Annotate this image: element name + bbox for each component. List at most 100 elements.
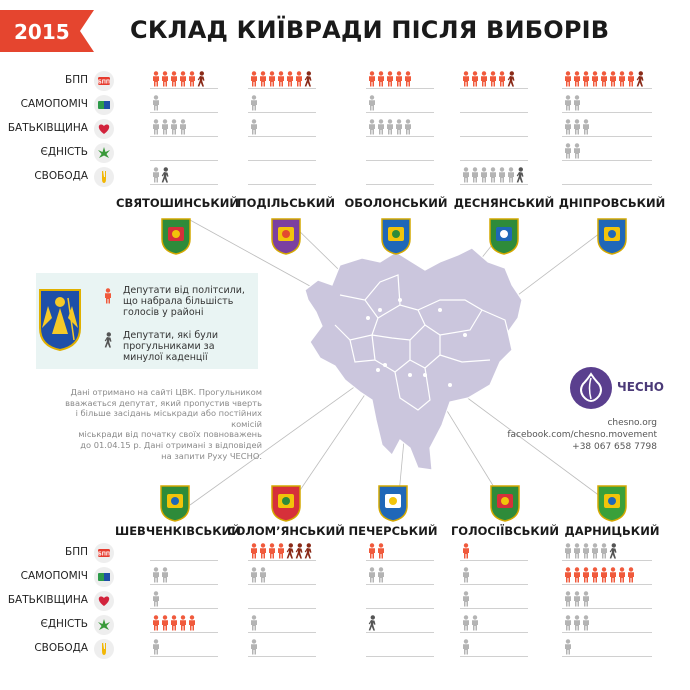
- party-row-0: БПП БПП: [0, 543, 120, 563]
- party-row-1: САМОПОМІЧ: [0, 567, 120, 587]
- deputy-figure-icon: [259, 71, 267, 87]
- deputy-figure-icon: [277, 543, 285, 559]
- row-divider: [150, 88, 218, 89]
- truant-deputy-figure-icon: [286, 543, 294, 559]
- district-name: ГОЛОСІЇВСЬКИЙ: [450, 524, 560, 538]
- row-divider: [150, 112, 218, 113]
- truant-deputy-figure-icon: [304, 71, 312, 87]
- row-divider: [150, 632, 218, 633]
- row-divider: [150, 608, 218, 609]
- row-divider: [562, 584, 652, 585]
- deputy-figure-icon: [471, 167, 479, 183]
- deputy-figures: [564, 543, 618, 559]
- deputy-figure-icon: [573, 119, 581, 135]
- deputy-figures: [250, 567, 268, 583]
- deputy-figures: [250, 95, 259, 111]
- deputy-figure-icon: [152, 119, 160, 135]
- bpp-logo-icon: БПП: [94, 543, 114, 563]
- deputy-figures: [152, 95, 161, 111]
- row-divider: [150, 136, 218, 137]
- row-divider: [366, 136, 434, 137]
- row-divider: [366, 112, 434, 113]
- row-divider: [248, 656, 316, 657]
- row-divider: [562, 608, 652, 609]
- party-row-3: ЄДНІСТЬ: [0, 143, 120, 163]
- deputy-figure-icon: [152, 615, 160, 631]
- svg-text:БПП: БПП: [98, 80, 110, 86]
- deputy-figures: [564, 639, 573, 655]
- deputy-figure-icon: [591, 543, 599, 559]
- deputy-figure-icon: [295, 71, 303, 87]
- party-name: БАТЬКІВЩИНА: [7, 594, 88, 606]
- deputy-figure-icon: [564, 567, 572, 583]
- deputy-figure-icon: [591, 71, 599, 87]
- row-divider: [562, 160, 652, 161]
- party-row-4: СВОБОДА: [0, 639, 120, 659]
- legend-leader-text: Депутати від політсили, що набрала більш…: [123, 285, 245, 318]
- chesno-logo-icon: [570, 367, 612, 409]
- row-divider: [366, 632, 434, 633]
- row-divider: [366, 560, 434, 561]
- truant-deputy-figure-icon: [507, 71, 515, 87]
- district-name: ОБОЛОНСЬКИЙ: [344, 196, 448, 210]
- party-row-2: БАТЬКІВЩИНА: [0, 119, 120, 139]
- deputy-figure-icon: [404, 71, 412, 87]
- party-row-2: БАТЬКІВЩИНА: [0, 591, 120, 611]
- deputy-figure-icon: [286, 71, 294, 87]
- contact-site-link[interactable]: chesno.org: [607, 418, 657, 428]
- row-divider: [366, 608, 434, 609]
- deputy-figure-icon: [582, 615, 590, 631]
- tryzub-hand-icon: [94, 639, 114, 659]
- deputy-figure-icon: [188, 71, 196, 87]
- deputy-figures: [462, 567, 471, 583]
- party-name: БПП: [65, 74, 88, 86]
- row-divider: [150, 584, 218, 585]
- deputy-figure-icon: [564, 95, 572, 111]
- row-divider: [562, 632, 652, 633]
- district-name: СВЯТОШИНСЬКИЙ: [116, 196, 239, 210]
- row-divider: [460, 632, 528, 633]
- deputy-figure-icon: [250, 567, 258, 583]
- deputy-figure-icon: [564, 119, 572, 135]
- kyiv-coat-of-arms-icon: [39, 289, 81, 352]
- district-coat-of-arms-icon: [270, 484, 302, 522]
- deputy-figure-icon: [250, 71, 258, 87]
- deputy-figure-icon: [480, 71, 488, 87]
- deputy-figure-icon: [395, 71, 403, 87]
- chesno-brand-name: ЧЕСНО: [617, 380, 664, 394]
- deputy-figure-icon: [564, 639, 572, 655]
- deputy-figure-icon: [573, 95, 581, 111]
- deputy-figure-icon: [170, 615, 178, 631]
- deputy-figures: [462, 639, 471, 655]
- deputy-figures: [152, 119, 188, 135]
- deputy-figure-icon: [268, 71, 276, 87]
- deputy-figure-icon: [152, 71, 160, 87]
- row-divider: [460, 88, 528, 89]
- deputy-figure-icon: [498, 71, 506, 87]
- row-divider: [366, 160, 434, 161]
- row-divider: [562, 88, 652, 89]
- party-name: БПП: [65, 546, 88, 558]
- truant-deputy-figure-icon: [516, 167, 524, 183]
- source-note: Дані отримано на сайті ЦВК. Прогульником…: [65, 387, 262, 461]
- row-divider: [460, 160, 528, 161]
- deputy-figure-icon: [368, 71, 376, 87]
- district-coat-of-arms-icon: [160, 217, 192, 255]
- chestnut-leaf-icon: [94, 143, 114, 163]
- deputy-figures: [152, 591, 161, 607]
- deputy-figure-icon: [609, 71, 617, 87]
- contact-facebook-link[interactable]: facebook.com/chesno.movement: [507, 430, 657, 440]
- deputy-figure-icon: [582, 71, 590, 87]
- svg-text:БПП: БПП: [98, 552, 110, 558]
- deputy-figure-icon: [462, 591, 470, 607]
- district-name: ШЕВЧЕНКІВСЬКИЙ: [115, 524, 241, 538]
- party-row-3: ЄДНІСТЬ: [0, 615, 120, 635]
- deputy-figure-icon: [152, 567, 160, 583]
- row-divider: [248, 560, 316, 561]
- row-divider: [248, 160, 316, 161]
- heart-icon: [94, 591, 114, 611]
- district-name: ДАРНИЦЬКИЙ: [564, 524, 660, 538]
- district-coat-of-arms-icon: [596, 484, 628, 522]
- deputy-figure-icon: [600, 567, 608, 583]
- year-label: 2015: [14, 20, 70, 44]
